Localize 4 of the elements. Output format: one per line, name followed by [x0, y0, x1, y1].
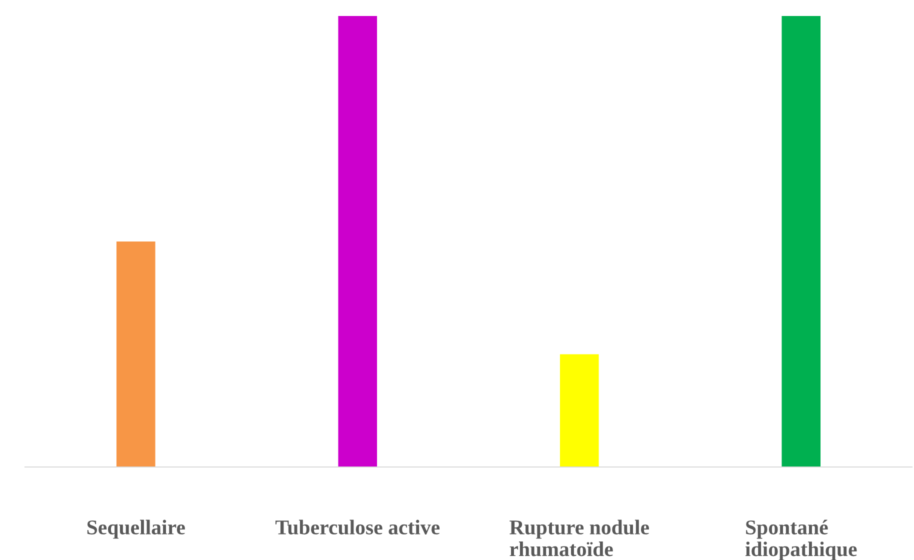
x-tick-label: Sequellaire — [87, 520, 185, 539]
x-tick-label: Rupture nodule rhumatoïde — [510, 520, 649, 556]
x-tick-label: Tuberculose active — [275, 520, 440, 534]
x-tick-label: Spontané idiopathique — [745, 520, 857, 560]
